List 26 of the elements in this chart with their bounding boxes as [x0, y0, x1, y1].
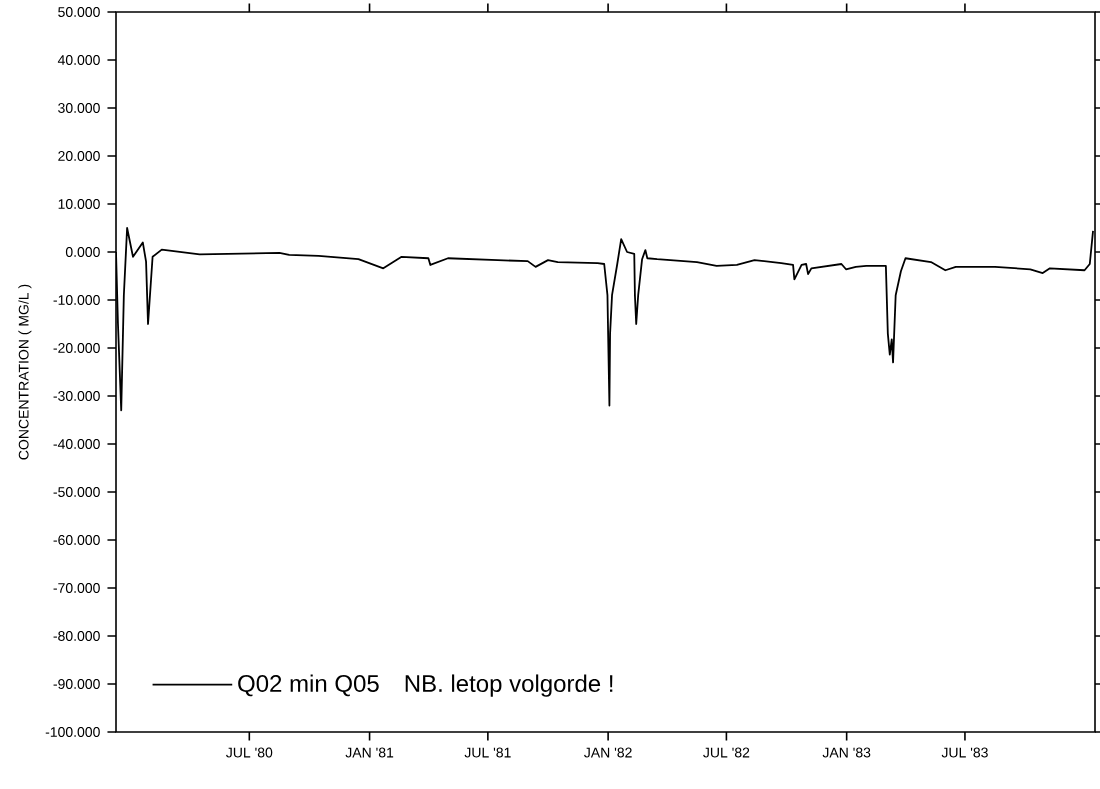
y-tick-label: -10.000 [53, 295, 100, 305]
x-tick-label: JUL '80 [226, 747, 273, 758]
y-tick-label: -30.000 [53, 391, 100, 401]
y-tick-label: 10.000 [58, 199, 100, 209]
y-tick-label: -70.000 [53, 583, 100, 593]
y-tick-label: -90.000 [53, 679, 100, 689]
y-tick-label: -80.000 [53, 631, 100, 641]
y-tick-label: 20.000 [58, 151, 100, 161]
x-tick-label: JUL '81 [464, 747, 511, 758]
x-tick-label: JAN '81 [345, 747, 394, 758]
legend-label: Q02 min Q05 [238, 674, 379, 697]
y-tick-label: 30.000 [58, 103, 100, 113]
y-tick-label: -50.000 [53, 487, 100, 497]
x-tick-label: JAN '82 [584, 747, 632, 758]
y-tick-label: 50.000 [58, 7, 100, 17]
y-tick-label: 40.000 [57, 55, 100, 65]
y-axis-title: CONCENTRATION ( MG/L ) [18, 284, 32, 460]
y-tick-label: -40.000 [53, 439, 100, 449]
x-tick-label: JAN '83 [822, 747, 871, 758]
y-tick-label: -20.000 [53, 343, 100, 353]
y-tick-label: -100.000 [45, 727, 100, 737]
y-tick-label: 0.000 [65, 247, 100, 257]
annotation: NB. letop volgorde ! [405, 674, 613, 697]
x-tick-label: JUL '83 [941, 747, 988, 758]
y-tick-label: -60.000 [53, 535, 100, 545]
x-tick-label: JUL '82 [703, 747, 750, 758]
